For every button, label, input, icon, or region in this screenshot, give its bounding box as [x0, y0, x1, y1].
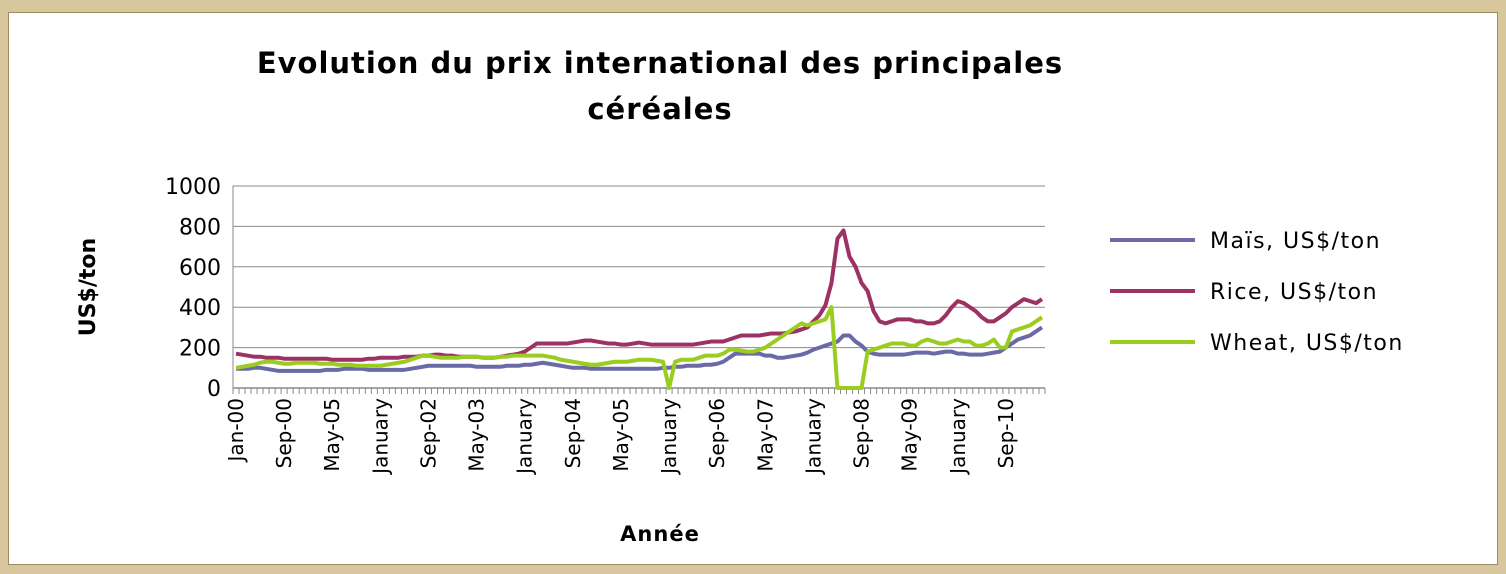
x-tick-label: Sep-02 — [416, 398, 440, 468]
legend-label: Rice, US$/ton — [1210, 280, 1378, 305]
x-axis-label: Année — [620, 522, 700, 546]
x-tick-label: May-05 — [320, 398, 344, 472]
series-line — [235, 228, 1044, 362]
series-line — [235, 305, 1044, 390]
chart-panel — [8, 12, 1498, 565]
y-tick-label: 1000 — [165, 175, 221, 200]
x-tick-label: January — [657, 398, 681, 476]
x-tick-label: May-05 — [609, 398, 633, 472]
x-tick-label: Sep-08 — [850, 398, 874, 468]
x-tick-label: January — [946, 398, 970, 476]
x-tick-label: Sep-10 — [994, 398, 1018, 468]
y-tick-label: 600 — [179, 256, 221, 281]
x-tick-label: May-03 — [465, 398, 489, 472]
x-tick-label: Jan-00 — [224, 398, 248, 464]
y-tick-label: 0 — [207, 377, 221, 402]
y-tick-label: 200 — [179, 337, 221, 362]
x-tick-label: January — [801, 398, 825, 476]
x-tick-label: May-07 — [753, 398, 777, 472]
x-tick-label: January — [368, 398, 392, 476]
legend-label: Wheat, US$/ton — [1210, 331, 1404, 356]
y-axis-label: US$/ton — [76, 238, 101, 336]
x-tick-label: Sep-00 — [272, 398, 296, 468]
y-tick-label: 400 — [179, 296, 221, 321]
chart-title: Evolution du prix international des prin… — [256, 46, 1064, 126]
series-line — [236, 325, 1044, 373]
x-tick-label: May-09 — [898, 398, 922, 472]
x-tick-label: January — [513, 398, 537, 476]
y-tick-label: 800 — [179, 215, 221, 240]
legend-label: Maïs, US$/ton — [1210, 229, 1381, 254]
x-tick-label: Sep-04 — [561, 398, 585, 468]
x-tick-label: Sep-06 — [705, 398, 729, 468]
